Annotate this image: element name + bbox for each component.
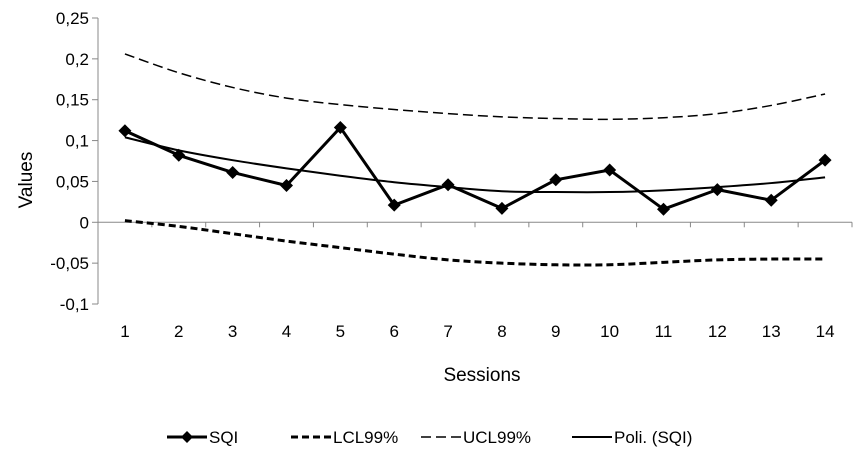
legend-item: UCL99% xyxy=(421,428,531,447)
legend: SQI LCL99% UCL99% Poli. (SQI) xyxy=(167,428,692,447)
data-point xyxy=(764,193,778,207)
x-tick-label: 9 xyxy=(551,322,560,341)
data-point xyxy=(387,198,401,212)
x-tick-label: 7 xyxy=(443,322,452,341)
x-axis-label: Sessions xyxy=(443,365,520,386)
data-point xyxy=(603,163,617,177)
x-tick-label: 13 xyxy=(762,322,781,341)
data-point xyxy=(172,148,186,162)
legend-label: UCL99% xyxy=(463,428,531,447)
legend-item: LCL99% xyxy=(291,428,398,447)
y-tick-label: 0,1 xyxy=(65,132,89,151)
y-tick-label: -0,05 xyxy=(50,254,89,273)
data-point xyxy=(280,179,293,193)
series-line-lcl99 xyxy=(124,219,826,267)
y-tick-label: -0,1 xyxy=(60,295,89,314)
y-tick-label: 0,15 xyxy=(56,91,89,110)
series-layer xyxy=(118,53,832,267)
legend-label: Poli. (SQI) xyxy=(614,428,692,447)
data-point xyxy=(710,183,724,197)
y-tick-label: 0 xyxy=(80,213,89,232)
x-tick-label: 14 xyxy=(816,322,835,341)
data-point xyxy=(333,120,347,134)
y-tick-label: 0,25 xyxy=(56,9,89,28)
data-point xyxy=(549,173,563,187)
series-line-ucl99 xyxy=(124,53,826,121)
x-tick-label: 4 xyxy=(282,322,291,341)
legend-marker xyxy=(181,431,193,443)
x-tick-label: 1 xyxy=(120,322,129,341)
data-point xyxy=(818,153,832,167)
x-tick-label: 10 xyxy=(600,322,619,341)
legend-label: SQI xyxy=(209,428,238,447)
data-point xyxy=(226,165,240,179)
series-line-poli-sqi xyxy=(124,136,826,194)
y-axis-label: Values xyxy=(16,152,37,209)
legend-item: SQI xyxy=(167,428,238,447)
x-tick-label: 8 xyxy=(497,322,506,341)
data-point xyxy=(118,124,132,138)
y-tick-label: 0,05 xyxy=(56,172,89,191)
data-point xyxy=(495,201,509,215)
legend-item: Poli. (SQI) xyxy=(572,428,692,447)
x-tick-label: 6 xyxy=(389,322,398,341)
y-tick-label: 0,2 xyxy=(65,50,89,69)
x-tick-label: 12 xyxy=(708,322,727,341)
x-tick-label: 3 xyxy=(228,322,237,341)
legend-label: LCL99% xyxy=(333,428,398,447)
data-point xyxy=(441,178,455,192)
x-tick-label: 11 xyxy=(655,322,673,341)
data-point xyxy=(657,202,670,216)
x-tick-label: 2 xyxy=(174,322,183,341)
series-line-sqi xyxy=(124,125,826,211)
x-tick-label: 5 xyxy=(336,322,345,341)
